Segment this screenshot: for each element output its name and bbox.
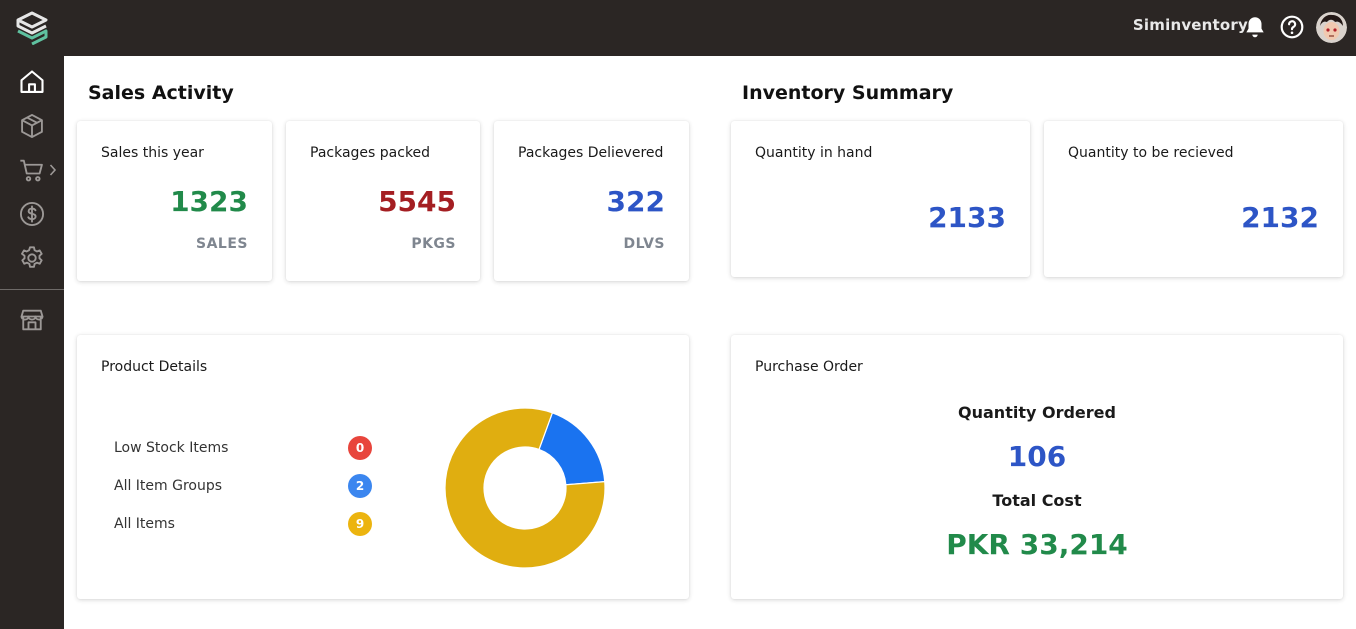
quantity-ordered-value: 106 (1007, 440, 1067, 473)
sidebar-item-items[interactable] (0, 106, 64, 146)
all-items-count-badge: 9 (348, 512, 372, 536)
total-cost-label: Total Cost (992, 491, 1082, 510)
low-stock-count-badge: 0 (348, 436, 372, 460)
sales-card-value: 1323 (170, 185, 248, 218)
item-groups-label: All Item Groups (114, 478, 223, 494)
delivered-card-unit: DLVS (623, 236, 665, 252)
sidebar-item-store[interactable] (0, 300, 64, 340)
product-donut-chart (444, 407, 606, 569)
item-groups-row[interactable]: All Item Groups 2 (114, 474, 372, 500)
all-items-label: All Items (114, 516, 175, 532)
sales-activity-title: Sales Activity (88, 82, 234, 104)
all-items-row[interactable]: All Items 9 (114, 512, 372, 538)
product-details-title: Product Details (101, 359, 208, 375)
cart-icon (20, 159, 43, 182)
sidebar-item-settings[interactable] (0, 238, 64, 278)
packed-card-label: Packages packed (310, 145, 431, 161)
bell-icon[interactable] (1242, 14, 1268, 40)
packed-card[interactable]: Packages packed 5545 PKGS (286, 121, 480, 281)
sales-card-label: Sales this year (101, 145, 204, 161)
purchase-order-card: Purchase Order Quantity Ordered 106 Tota… (731, 335, 1343, 599)
sidebar-divider (0, 289, 64, 290)
total-cost-value: PKR 33,214 (946, 528, 1128, 561)
sales-card-unit: SALES (196, 236, 248, 252)
quantity-in-hand-label: Quantity in hand (755, 145, 873, 161)
delivered-card-label: Packages Delievered (518, 145, 664, 161)
quantity-in-hand-card[interactable]: Quantity in hand 2133 (731, 121, 1030, 277)
chevron-right-icon (49, 164, 57, 176)
quantity-to-receive-label: Quantity to be recieved (1068, 145, 1234, 161)
user-avatar[interactable] (1316, 12, 1347, 43)
sidebar-item-purchases[interactable] (0, 194, 64, 234)
sidebar-item-home[interactable] (0, 62, 64, 102)
packed-card-unit: PKGS (411, 236, 456, 252)
donut-slice-1[interactable] (444, 407, 606, 569)
inventory-summary-title: Inventory Summary (742, 82, 954, 104)
quantity-ordered-label: Quantity Ordered (958, 403, 1116, 422)
siminventory-logo[interactable] (14, 11, 50, 45)
dollar-icon (19, 201, 45, 227)
sidebar-item-sales[interactable] (0, 150, 64, 190)
app-name: Siminventory (1132, 16, 1248, 34)
top-bar: Siminventory (0, 0, 1356, 56)
help-icon[interactable] (1279, 14, 1305, 40)
low-stock-row[interactable]: Low Stock Items 0 (114, 436, 372, 462)
low-stock-label: Low Stock Items (114, 440, 229, 456)
sales-card[interactable]: Sales this year 1323 SALES (77, 121, 272, 281)
quantity-to-receive-card[interactable]: Quantity to be recieved 2132 (1044, 121, 1343, 277)
sidebar (0, 56, 64, 629)
store-icon (20, 309, 44, 331)
settings-icon (21, 246, 43, 268)
purchase-order-title: Purchase Order (755, 359, 863, 375)
item-groups-count-badge: 2 (348, 474, 372, 498)
quantity-to-receive-value: 2132 (1241, 201, 1319, 234)
home-icon (20, 70, 44, 93)
quantity-in-hand-value: 2133 (928, 201, 1006, 234)
packed-card-value: 5545 (378, 185, 456, 218)
package-icon (21, 113, 43, 139)
delivered-card-value: 322 (606, 185, 665, 218)
delivered-card[interactable]: Packages Delievered 322 DLVS (494, 121, 689, 281)
product-details-card: Product Details Low Stock Items 0 All It… (77, 335, 689, 599)
